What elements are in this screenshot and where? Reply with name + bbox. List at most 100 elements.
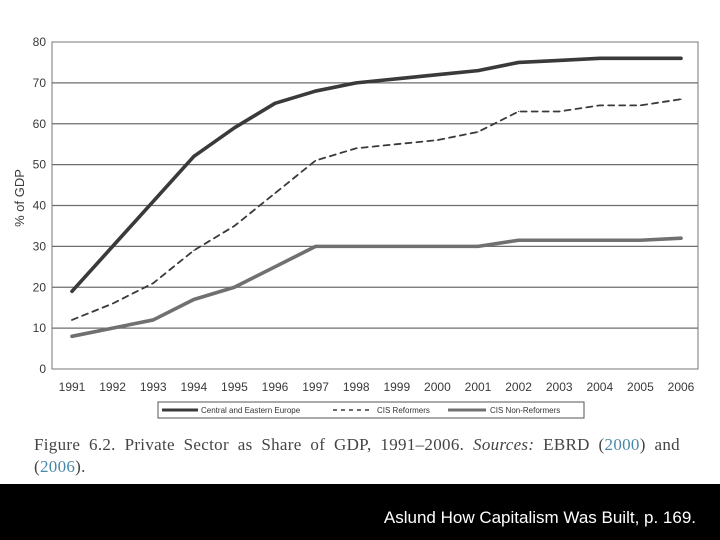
data-point [274, 192, 276, 194]
data-point [558, 59, 560, 61]
data-point [680, 98, 682, 100]
data-point [680, 57, 682, 59]
data-point [639, 57, 642, 59]
grid-lines [52, 82, 698, 329]
series-cis-non-reformers [70, 236, 683, 339]
data-point [233, 225, 235, 227]
data-point [396, 143, 398, 145]
y-tick-label: 30 [33, 239, 47, 253]
data-point [233, 127, 235, 129]
data-point [71, 335, 73, 337]
caption-figure-label: Figure 6.2. Private Sector as Share of G… [34, 435, 465, 454]
caption-sources-label: Sources: [473, 435, 535, 454]
legend-label: CIS Non-Reformers [490, 406, 560, 415]
data-point [558, 110, 560, 113]
series-line [71, 98, 682, 321]
x-tick-label: 1996 [262, 380, 289, 394]
series-cis-reformers [71, 98, 682, 321]
data-point [436, 245, 438, 247]
data-point [436, 139, 438, 141]
data-point [599, 239, 601, 241]
series-line [70, 236, 683, 339]
series-lines [70, 56, 683, 339]
data-point [355, 82, 357, 84]
x-tick-label: 1995 [221, 380, 248, 394]
x-tick-label: 2006 [668, 380, 695, 394]
data-point [315, 90, 317, 92]
legend-label: CIS Reformers [377, 406, 430, 415]
data-point [315, 245, 317, 247]
x-tick-label: 2001 [465, 380, 492, 394]
caption-end: ). [75, 457, 86, 476]
data-point [71, 319, 73, 321]
figure-caption: Figure 6.2. Private Sector as Share of G… [34, 434, 680, 478]
legend-label: Central and Eastern Europe [201, 406, 301, 415]
y-tick-label: 0 [39, 362, 46, 376]
data-point [274, 102, 276, 104]
x-tick-label: 1997 [302, 380, 329, 394]
data-point [193, 249, 195, 252]
x-tick-label: 2002 [505, 380, 532, 394]
data-point [518, 61, 520, 64]
legend-box [157, 401, 585, 419]
data-point [477, 131, 479, 133]
x-tick-label: 1991 [59, 380, 86, 394]
data-point [112, 327, 114, 329]
footer-bar: Aslund How Capitalism Was Built, p. 169. [0, 484, 720, 540]
caption-ref-2006[interactable]: 2006 [39, 457, 76, 476]
y-axis-ticks: 0 10 20 30 40 50 60 70 80 [33, 35, 47, 376]
data-point [558, 239, 560, 241]
data-point [193, 155, 195, 158]
y-axis-label: % of GDP [12, 169, 27, 227]
data-point [518, 239, 520, 241]
data-point [112, 303, 114, 305]
data-point [680, 237, 682, 239]
data-point [274, 266, 276, 268]
data-point [152, 200, 154, 203]
data-point [355, 147, 357, 149]
y-tick-label: 40 [33, 199, 47, 213]
y-tick-label: 80 [33, 35, 47, 49]
x-tick-label: 1994 [180, 380, 207, 394]
data-point [518, 110, 520, 113]
y-tick-label: 20 [33, 280, 47, 294]
x-axis-ticks: 1991 1992 1993 1994 1995 1996 1997 1998 1999 2000… [59, 380, 695, 394]
y-tick-label: 10 [33, 321, 47, 335]
y-tick-label: 70 [33, 76, 47, 90]
x-tick-label: 1998 [343, 380, 370, 394]
data-point [477, 70, 479, 72]
data-point [639, 104, 642, 106]
data-point [396, 245, 398, 247]
data-point [599, 104, 601, 106]
x-tick-label: 2003 [546, 380, 573, 394]
data-point [396, 78, 398, 80]
y-tick-label: 50 [33, 158, 47, 172]
data-point [152, 319, 154, 321]
legend: Central and Eastern Europe CIS Reformers C… [157, 401, 585, 419]
x-tick-label: 1993 [140, 380, 167, 394]
data-point [315, 159, 317, 162]
data-point [112, 245, 114, 247]
x-tick-label: 2004 [586, 380, 613, 394]
data-point [233, 286, 235, 288]
data-point [152, 282, 154, 284]
caption-ref-2000[interactable]: 2000 [604, 435, 640, 454]
series-central-and-eastern-europe [70, 56, 683, 294]
data-point [477, 245, 479, 247]
x-tick-label: 2000 [424, 380, 451, 394]
y-tick-label: 60 [33, 117, 47, 131]
caption-source-name: EBRD ( [543, 435, 605, 454]
caption-and: ) and ( [34, 435, 680, 476]
x-tick-label: 2005 [627, 380, 654, 394]
data-point [599, 57, 601, 59]
data-point [355, 245, 357, 247]
data-point [193, 298, 195, 301]
x-tick-label: 1999 [383, 380, 410, 394]
x-tick-label: 1992 [99, 380, 126, 394]
data-point [71, 290, 73, 292]
data-point [639, 239, 642, 241]
series-line [70, 56, 683, 294]
footer-citation: Aslund How Capitalism Was Built, p. 169. [383, 508, 696, 527]
